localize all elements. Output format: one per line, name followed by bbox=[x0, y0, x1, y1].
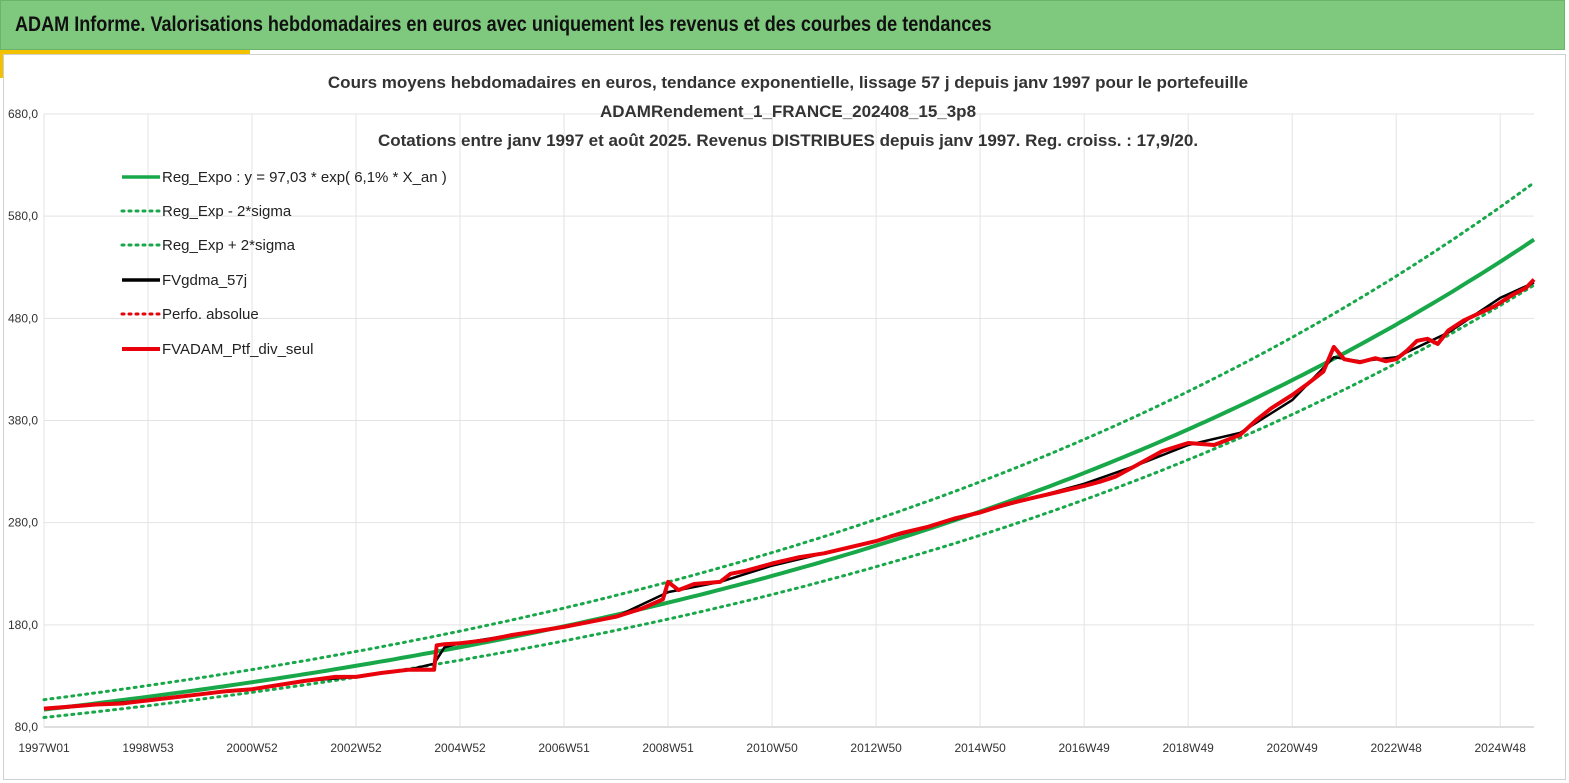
legend-label: Reg_Expo : y = 97,03 * exp( 6,1% * X_an … bbox=[162, 169, 447, 186]
series-perfo-absolue bbox=[43, 278, 1535, 710]
x-tick-label: 1998W53 bbox=[122, 741, 174, 755]
accent-side bbox=[0, 50, 4, 78]
y-tick-label: 380,0 bbox=[8, 414, 38, 428]
x-tick-label: 2014W50 bbox=[954, 741, 1006, 755]
x-tick-label: 2024W48 bbox=[1475, 741, 1527, 755]
y-tick-label: 80,0 bbox=[15, 720, 39, 734]
header-banner: ADAM Informe. Valorisations hebdomadaire… bbox=[0, 0, 1565, 50]
y-tick-label: 180,0 bbox=[8, 618, 38, 632]
chart-title: Cours moyens hebdomadaires en euros, ten… bbox=[328, 73, 1248, 150]
x-tick-label: 2020W49 bbox=[1266, 741, 1318, 755]
y-tick-label: 680,0 bbox=[8, 107, 38, 121]
x-tick-label: 2012W50 bbox=[850, 741, 902, 755]
chart-title-line: Cotations entre janv 1997 et août 2025. … bbox=[378, 131, 1198, 150]
x-tick-label: 2004W52 bbox=[434, 741, 486, 755]
x-tick-label: 2002W52 bbox=[330, 741, 382, 755]
x-tick-label: 2006W51 bbox=[538, 741, 590, 755]
x-tick-label: 2010W50 bbox=[746, 741, 798, 755]
x-tick-label: 2008W51 bbox=[642, 741, 694, 755]
chart-title-line: Cours moyens hebdomadaires en euros, ten… bbox=[328, 73, 1248, 92]
page-title: ADAM Informe. Valorisations hebdomadaire… bbox=[15, 13, 992, 36]
y-tick-label: 580,0 bbox=[8, 209, 38, 223]
legend: Reg_Expo : y = 97,03 * exp( 6,1% * X_an … bbox=[120, 169, 447, 358]
y-tick-label: 480,0 bbox=[8, 311, 38, 325]
legend-label: Perfo. absolue bbox=[162, 306, 259, 323]
series-reg-exp-minus-2sigma bbox=[42, 283, 1536, 719]
x-tick-label: 2016W49 bbox=[1058, 741, 1110, 755]
accent-bar bbox=[0, 50, 250, 54]
legend-label: Reg_Exp - 2*sigma bbox=[162, 203, 292, 220]
series-reg-expo bbox=[43, 237, 1536, 712]
x-axis-ticks: 1997W01 1998W53 2000W52 2002W52 2004W52 2006W… bbox=[18, 741, 1526, 755]
x-tick-label: 2018W49 bbox=[1162, 741, 1214, 755]
chart-series bbox=[42, 181, 1536, 719]
x-tick-label: 2022W48 bbox=[1370, 741, 1422, 755]
x-tick-label: 1997W01 bbox=[18, 741, 70, 755]
legend-label: Reg_Exp + 2*sigma bbox=[162, 237, 296, 254]
chart-title-line: ADAMRendement_1_FRANCE_202408_15_3p8 bbox=[600, 102, 976, 121]
y-axis-ticks: 80,0 180,0 280,0 380,0 480,0 580,0 680,0 bbox=[8, 107, 38, 734]
chart-frame bbox=[3, 54, 1566, 780]
legend-label: FVgdma_57j bbox=[162, 272, 247, 289]
x-tick-label: 2000W52 bbox=[226, 741, 278, 755]
gridlines bbox=[43, 113, 1534, 728]
legend-label: FVADAM_Ptf_div_seul bbox=[162, 341, 313, 358]
y-tick-label: 280,0 bbox=[8, 516, 38, 530]
series-reg-exp-plus-2sigma bbox=[42, 181, 1536, 702]
